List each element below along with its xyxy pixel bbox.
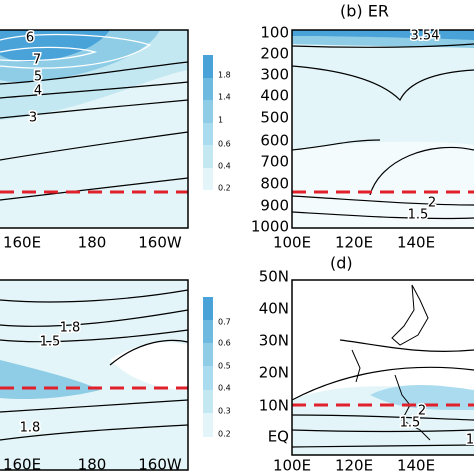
colorbar-label: 1.8 — [218, 71, 231, 80]
contour — [291, 444, 474, 448]
y-tick-label: 400 — [260, 87, 289, 105]
contour — [0, 309, 189, 327]
y-tick-label: 600 — [260, 132, 289, 150]
shading — [292, 30, 474, 40]
contour — [291, 43, 474, 48]
contour-label: 1.8 — [60, 321, 81, 336]
contour-label: 7 — [33, 53, 41, 68]
y-tick-label: 20N — [259, 364, 289, 382]
y-tick-label: 30N — [259, 332, 289, 350]
contour-label: 3 — [29, 111, 37, 126]
contour-label: 1.5 — [40, 335, 61, 350]
contour — [0, 61, 189, 85]
frame — [291, 29, 474, 229]
contour-label: 6 — [26, 31, 34, 46]
contour — [0, 99, 189, 119]
x-tick-label: 100E — [273, 457, 311, 474]
contour — [0, 289, 189, 303]
contour — [339, 339, 474, 352]
y-tick-label: 300 — [260, 66, 289, 84]
colorbar-label: 0.6 — [218, 140, 231, 149]
x-tick-label: 140E — [397, 234, 435, 252]
coastline — [351, 284, 431, 441]
contour — [109, 339, 189, 366]
colorbar-label: 0.4 — [218, 384, 231, 393]
x-tick-label: 100E — [273, 234, 311, 252]
colorbar-label: 0.4 — [218, 162, 231, 171]
contour-label: 2 — [418, 404, 426, 419]
colorbar-label: 0.2 — [218, 430, 231, 439]
y-tick-label: 100 — [260, 24, 289, 42]
contour — [0, 329, 189, 343]
y-tick-label: 700 — [260, 153, 289, 171]
x-tick-label: 160E — [3, 456, 41, 474]
colorbar-label: 0.7 — [218, 318, 231, 327]
contour — [369, 146, 474, 196]
contour-label: 1.5 — [400, 416, 421, 431]
y-tick-label: 200 — [260, 45, 289, 63]
x-tick-label: 140E — [397, 457, 435, 474]
x-tick-label: 160W — [138, 456, 182, 474]
y-tick-label: 800 — [260, 175, 289, 193]
panel-title: (d) — [330, 254, 353, 273]
contour-label: 3.54 — [411, 29, 440, 44]
frame — [0, 279, 189, 471]
panel-title: (b) ER — [340, 2, 389, 21]
x-tick-label: 120E — [335, 457, 373, 474]
contour-label: 1.8 — [20, 421, 41, 436]
y-tick-label: 500 — [260, 109, 289, 127]
contour — [0, 46, 98, 62]
frame — [0, 29, 189, 229]
contour — [0, 424, 189, 441]
x-tick-label: 180 — [78, 234, 107, 252]
colorbar-label: 0.2 — [218, 184, 231, 193]
x-tick-label: 160E — [3, 234, 41, 252]
contour — [0, 81, 189, 99]
contour-label: 1.5 — [408, 208, 429, 223]
x-tick-label: 120E — [335, 234, 373, 252]
panel-a — [0, 29, 213, 229]
contour — [0, 33, 152, 69]
x-tick-label: 180 — [78, 456, 107, 474]
x-tick-label: 160W — [138, 234, 182, 252]
colorbar-label: 0.5 — [218, 362, 231, 371]
colorbar — [203, 297, 213, 437]
contour — [291, 65, 474, 102]
panel-d — [291, 279, 474, 456]
panel-c — [0, 279, 213, 471]
y-tick-label: 900 — [260, 197, 289, 215]
contour — [291, 414, 474, 421]
shading — [292, 141, 474, 228]
y-tick-label: 50N — [259, 268, 289, 286]
colorbar-label: 0.6 — [218, 339, 231, 348]
contour — [0, 399, 189, 413]
panel-b — [291, 29, 474, 229]
y-tick-label: 10N — [259, 397, 289, 415]
shading — [110, 342, 188, 390]
contour-label: 1 — [466, 433, 474, 448]
contour — [291, 139, 381, 151]
contour-label: 4 — [34, 84, 42, 99]
contour — [0, 177, 189, 201]
shading — [0, 30, 110, 62]
colorbar-label: 1 — [218, 116, 223, 125]
frame — [291, 279, 474, 456]
contour-label: 2 — [428, 196, 436, 211]
colorbar-label: 0.3 — [218, 407, 231, 416]
contour — [291, 195, 474, 206]
contour — [0, 131, 189, 161]
colorbar-label: 1.4 — [218, 93, 231, 102]
y-tick-label: 1000 — [251, 218, 289, 236]
colorbar — [203, 55, 213, 190]
contour — [291, 211, 474, 220]
contour — [291, 429, 474, 433]
y-tick-label: EQ — [268, 428, 289, 446]
contour-label: 5 — [34, 70, 42, 85]
y-tick-label: 40N — [259, 300, 289, 318]
contour — [291, 366, 474, 401]
